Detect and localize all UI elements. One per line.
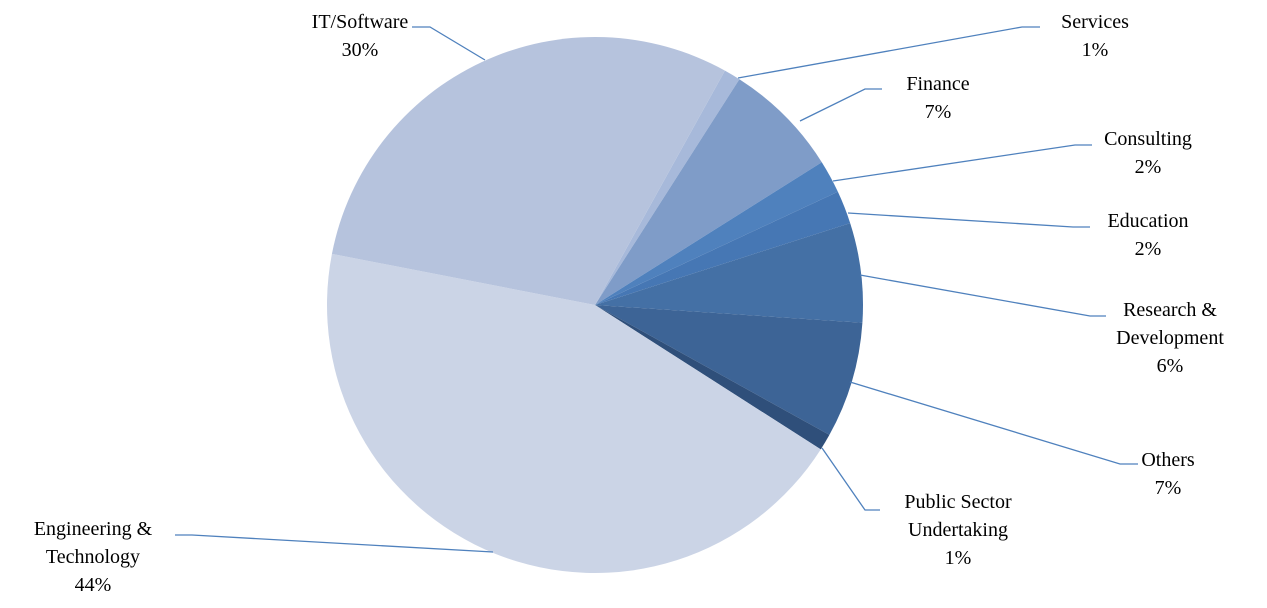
category-label: IT/Software: [311, 11, 409, 33]
data-label: IT/Software 30%: [290, 8, 430, 64]
category-label: Public Sector Undertaking: [904, 491, 1012, 541]
value-label: 1%: [1081, 39, 1109, 61]
value-label: 30%: [341, 39, 379, 61]
pie-slice: [595, 305, 830, 450]
category-label: Consulting: [1104, 128, 1192, 150]
data-label: Engineering & Technology 44%: [6, 515, 181, 599]
category-label: Services: [1061, 11, 1129, 33]
pie-slice: [327, 253, 821, 573]
value-label: 2%: [1134, 156, 1162, 178]
pie-slice: [595, 79, 822, 306]
leader-line: [175, 534, 494, 553]
leader-line: [821, 447, 880, 511]
leader-line: [847, 212, 1090, 228]
pie-slice: [595, 70, 740, 305]
category-label: Finance: [906, 73, 970, 95]
data-label: Finance 7%: [878, 70, 998, 126]
leader-line: [799, 88, 882, 122]
value-label: 7%: [924, 101, 952, 123]
leader-line: [859, 274, 1106, 317]
category-label: Engineering & Technology: [33, 518, 153, 568]
data-label: Public Sector Undertaking 1%: [883, 488, 1033, 572]
category-label: Education: [1107, 210, 1189, 232]
value-label: 44%: [74, 574, 112, 596]
value-label: 1%: [944, 547, 972, 569]
value-label: 7%: [1154, 477, 1182, 499]
leader-line: [832, 144, 1092, 182]
value-label: 6%: [1156, 355, 1184, 377]
category-label: Others: [1141, 449, 1195, 471]
pie-slice: [595, 223, 863, 323]
leader-line: [849, 381, 1138, 465]
leader-line: [737, 26, 1040, 79]
value-label: 2%: [1134, 238, 1162, 260]
category-label: Research & Development: [1116, 299, 1224, 349]
data-label: Others 7%: [1108, 446, 1228, 502]
pie-slice: [331, 37, 725, 305]
data-label: Consulting 2%: [1078, 125, 1218, 181]
leader-line: [412, 26, 486, 61]
pie-slice: [595, 305, 863, 435]
pie-slice: [595, 191, 851, 305]
data-label: Services 1%: [1025, 8, 1165, 64]
data-label: Education 2%: [1078, 207, 1218, 263]
data-label: Research & Development 6%: [1090, 296, 1250, 380]
pie-slice: [595, 162, 838, 305]
